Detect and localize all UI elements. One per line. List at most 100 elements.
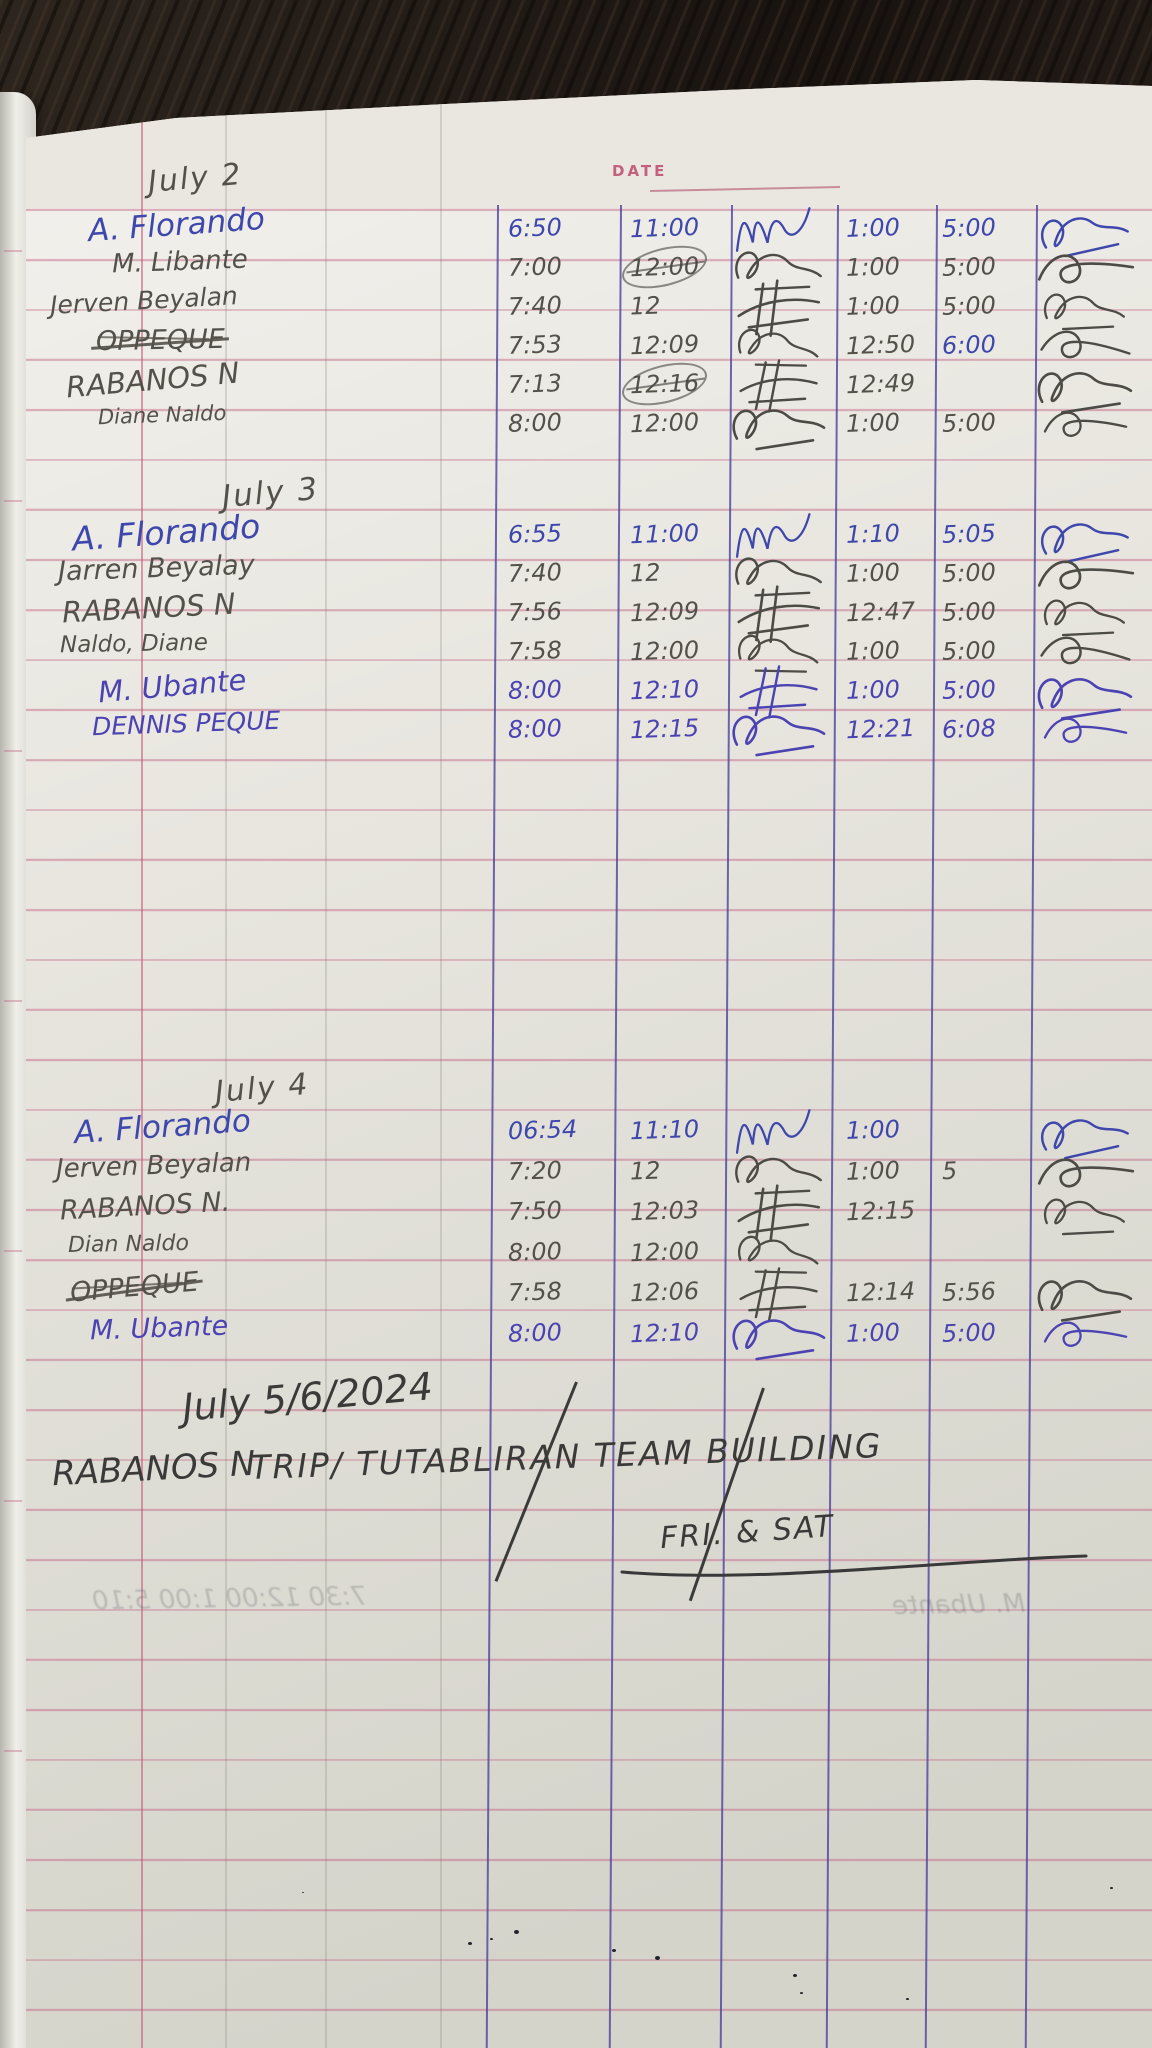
previous-page-rule-fragment [4,750,22,752]
time-entry: 12:10 [629,674,700,706]
time-entry: 5:00 [941,291,997,321]
end-of-day-signature-scribble [1043,1198,1125,1236]
time-entry: 12 [629,1155,662,1186]
time-entry: 1:00 [845,675,901,705]
footer-days-text: FRI. & SAT [658,1508,836,1557]
time-entry: 12:47 [845,596,916,628]
worker-name: Diane Naldo [97,400,227,430]
time-entry: 7:40 [507,291,563,321]
end-of-day-signature-scribble [1037,1280,1133,1322]
worker-name: OPPEQUE [95,323,226,358]
faint-column-rule [225,80,227,2048]
pen-slash-stroke [494,1381,578,1582]
time-entry: 5:00 [941,408,997,438]
previous-page-rule-fragment [4,250,22,252]
end-of-day-signature-scribble [1037,372,1133,414]
midday-signature-scribble [732,1318,826,1360]
time-entry: 5:56 [941,1277,997,1307]
ink-speck [800,1992,803,1994]
worker-name: Jerven Beyalan [49,281,239,320]
time-entry: 12:10 [629,1317,700,1348]
midday-signature-scribble [735,557,822,597]
time-entry: 6:00 [941,330,997,360]
worker-name: RABANOS N. [59,1186,231,1227]
midday-signature-scribble [739,1267,818,1321]
time-entry: 06:54 [507,1114,578,1146]
midday-signature-scribble [732,409,826,451]
time-entry: 1:00 [845,636,901,666]
time-entry: 1:00 [845,1317,901,1348]
time-entry: 12:50 [845,329,916,361]
worker-name: A. Florando [86,200,266,250]
ink-speck [1110,1887,1113,1889]
margin-rule-line [141,80,143,2048]
time-entry: 6:50 [507,213,563,243]
time-entry: 7:53 [507,330,563,360]
ink-speck [302,1892,304,1893]
time-entry: 1:00 [845,558,901,588]
time-entry: 6:08 [941,714,997,744]
time-entry: 5:05 [941,519,997,549]
handwriting-layer: July 2 A. Florando 6:50 11:00 1:00 5:00 M. Lib… [26,80,1152,2048]
section-date-title: July 2 [146,156,244,201]
time-entry: 5:00 [941,597,997,627]
bleedthrough-ghost-text: M. Ubante [891,1588,1026,1622]
time-entry: 7:40 [507,558,563,588]
time-entry: 12:06 [629,1276,700,1308]
time-entry: 8:00 [507,675,563,705]
worker-name: M. Ubante [89,1310,229,1346]
time-entry: 5:00 [941,1317,997,1348]
previous-page-rule-fragment [4,1250,22,1252]
previous-page-rule-fragment [4,1500,22,1502]
faint-column-rule [325,80,327,2048]
end-of-day-signature-scribble [1043,293,1125,331]
time-entry: 5:00 [941,213,997,243]
ink-speck [793,1974,797,1977]
time-entry: 1:00 [845,213,901,243]
worker-name: M. Ubante [96,662,248,710]
time-entry: 12:15 [845,1195,916,1227]
ink-speck [514,1930,519,1934]
end-of-day-signature-scribble [1037,678,1133,720]
end-of-day-signature-scribble [1040,523,1129,564]
time-entry: 12 [629,558,662,588]
worker-name: Naldo, Diane [59,629,209,659]
end-of-day-signature-scribble [1037,254,1135,284]
time-entry: 12:00 [629,251,700,283]
previous-page-rule-fragment [4,1750,22,1752]
end-of-day-signature-scribble [1043,599,1125,637]
time-entry: 7:20 [507,1155,563,1186]
time-entry: 7:56 [507,597,563,627]
time-entry: 1:00 [845,291,901,321]
ink-speck [612,1949,616,1952]
time-entry: 11:00 [629,212,700,244]
bleedthrough-ghost-text: 7:30 12:00 1:00 5:10 [91,1581,368,1617]
time-entry: 1:00 [845,408,901,438]
time-entry: 12:21 [845,713,916,745]
midday-signature-scribble [732,715,826,757]
midday-signature-scribble [737,279,821,337]
time-entry: 11:00 [629,518,700,550]
midday-signature-scribble [739,359,818,413]
midday-signature-scribble [735,207,811,252]
time-entry: 8:00 [507,1236,563,1267]
midday-signature-scribble [737,1235,819,1274]
midday-signature-scribble [735,1154,822,1195]
end-of-day-signature-scribble [1037,1157,1135,1188]
time-entry: 1:00 [845,1155,901,1186]
midday-signature-scribble [737,585,821,643]
time-entry: 11:10 [629,1114,700,1146]
time-entry: 7:58 [507,1277,563,1307]
time-entry: 8:00 [507,408,563,438]
time-entry: 12:00 [629,1236,700,1267]
time-entry: 12:09 [629,329,700,361]
date-printed-label: DATE [612,162,668,180]
worker-name: A. Florando [70,506,262,559]
time-entry: 12:14 [845,1276,916,1308]
section-date-title: July 4 [213,1066,311,1111]
time-entry: 7:00 [507,252,563,282]
midday-signature-scribble [735,1109,811,1154]
midday-signature-scribble [739,665,818,719]
time-entry: 12:00 [629,407,700,439]
